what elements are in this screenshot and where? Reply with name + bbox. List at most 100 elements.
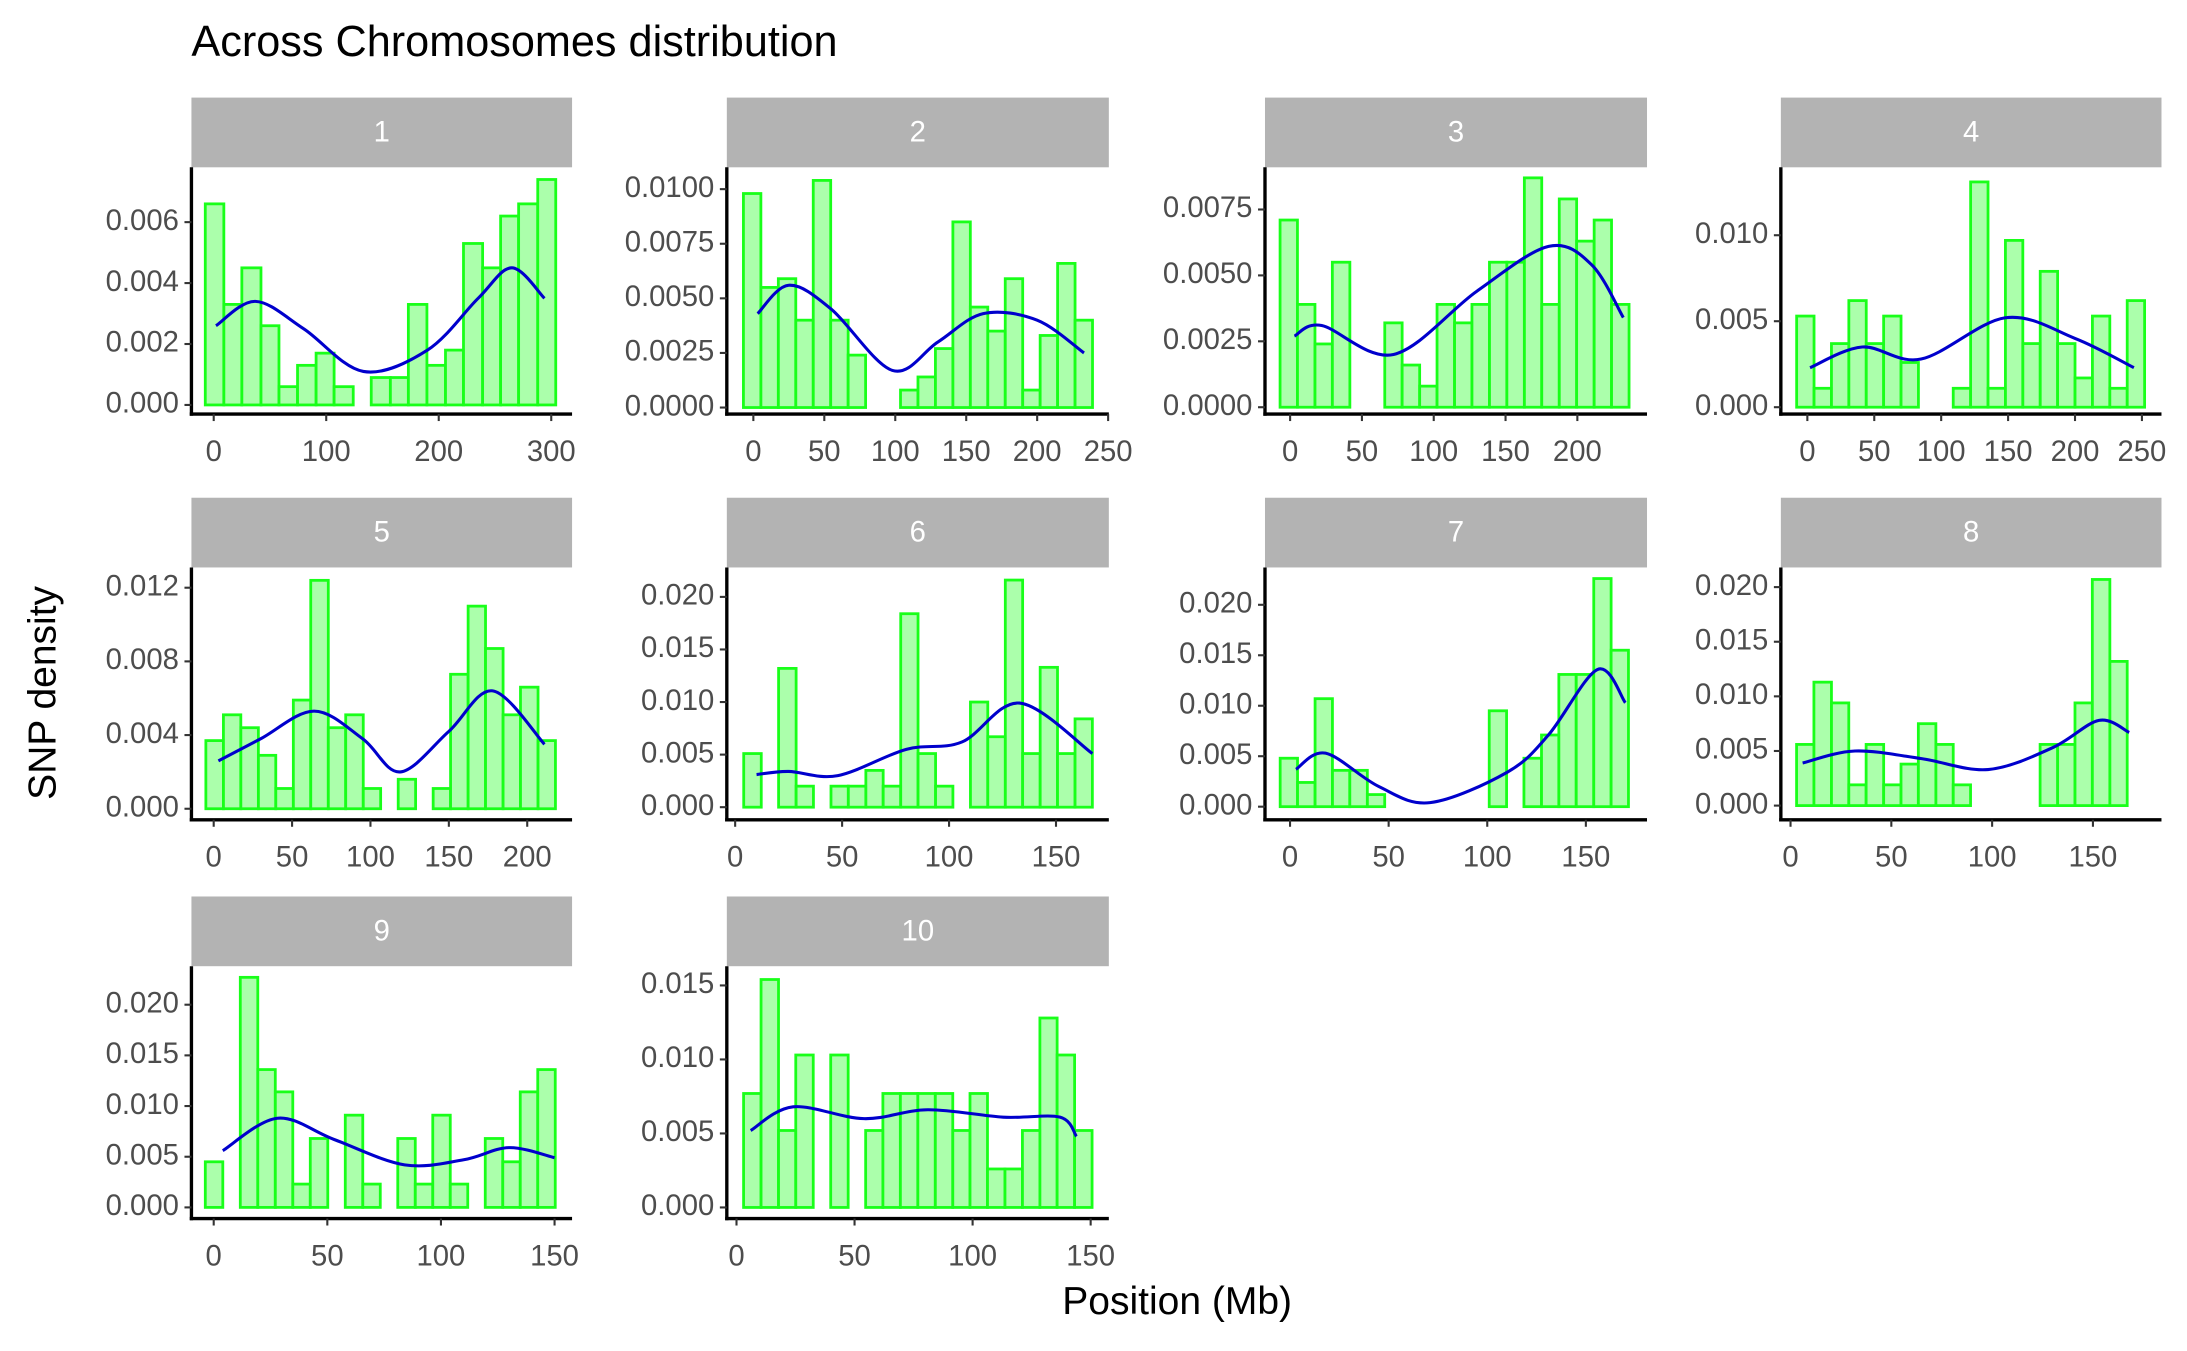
x-tick-label: 250 xyxy=(2118,436,2167,468)
bar xyxy=(222,303,244,407)
bar xyxy=(1488,260,1509,409)
bar xyxy=(344,713,365,811)
bar xyxy=(1899,762,1920,807)
bar xyxy=(1574,673,1596,809)
chart-title: Across Chromosomes distribution xyxy=(191,18,837,66)
strip xyxy=(726,896,1109,967)
x-tick-label: 200 xyxy=(2051,436,2100,468)
y-tick-label: 0.015 xyxy=(1179,638,1252,670)
x-tick-label: 100 xyxy=(1968,842,2017,874)
bar xyxy=(1795,743,1816,807)
bar xyxy=(1278,218,1299,409)
x-tick-label: 0 xyxy=(206,842,222,874)
y-tick-label: 0.0025 xyxy=(625,336,715,368)
bar xyxy=(1882,783,1903,807)
bar xyxy=(326,726,348,811)
bar xyxy=(519,685,540,811)
bar xyxy=(1348,768,1369,809)
y-tick-label: 0.010 xyxy=(1695,679,1768,711)
bar xyxy=(986,329,1007,409)
panel: 7 0.000 0.005 0.010 0.015 0.020 0 50 100 150 xyxy=(1179,497,1648,874)
y-tick-label: 0.0075 xyxy=(625,226,715,258)
bar xyxy=(2021,342,2042,409)
x-tick-label: 150 xyxy=(942,436,991,468)
bar xyxy=(203,1160,225,1209)
bar xyxy=(1812,386,1833,409)
bar xyxy=(934,347,955,409)
bar xyxy=(1969,180,1990,409)
bar xyxy=(2056,342,2077,409)
bar xyxy=(1522,176,1544,409)
bar xyxy=(794,784,815,809)
x-tick-label: 250 xyxy=(1084,436,1133,468)
y-tick-label: 0.010 xyxy=(641,1042,714,1074)
panel: 2 0.0000 0.0025 0.0050 0.0075 0.0100 0 50 100 150… xyxy=(625,97,1133,468)
bar xyxy=(1003,277,1025,409)
bar xyxy=(1505,260,1526,409)
bar xyxy=(517,202,540,407)
bar xyxy=(1038,665,1059,809)
bar xyxy=(968,305,990,409)
panel: 6 0.000 0.005 0.010 0.015 0.020 0 50 100 150 xyxy=(641,497,1109,874)
x-tick-label: 100 xyxy=(1463,842,1512,874)
bar xyxy=(536,1068,557,1209)
panel: 8 0.000 0.005 0.010 0.015 0.020 0 50 100 150 xyxy=(1695,497,2162,874)
x-tick-label: 100 xyxy=(871,436,920,468)
x-tick-label: 50 xyxy=(311,1240,344,1272)
x-tick-label: 0 xyxy=(727,842,743,874)
x-tick-label: 50 xyxy=(1858,436,1891,468)
bar xyxy=(1003,1167,1024,1209)
x-tick-label: 300 xyxy=(527,436,576,468)
x-tick-label: 100 xyxy=(925,842,974,874)
bar xyxy=(238,975,260,1209)
x-tick-label: 0 xyxy=(206,436,222,468)
bar xyxy=(425,363,447,407)
y-tick-label: 0.004 xyxy=(106,718,179,750)
bar xyxy=(256,1068,277,1209)
bar xyxy=(2090,578,2112,807)
density-line xyxy=(1295,667,1627,805)
y-tick-label: 0.010 xyxy=(1179,688,1252,720)
bar xyxy=(240,266,263,407)
y-tick-label: 0.0000 xyxy=(625,390,715,422)
bar xyxy=(1296,781,1317,809)
strip-label: 5 xyxy=(374,517,390,549)
bar xyxy=(277,385,299,407)
bar xyxy=(204,739,225,811)
x-tick-label: 50 xyxy=(1346,436,1379,468)
bar xyxy=(1592,577,1613,809)
strip-label: 8 xyxy=(1963,517,1979,549)
x-tick-label: 50 xyxy=(826,842,859,874)
bar xyxy=(1278,756,1299,809)
strip xyxy=(191,497,573,568)
x-tick-label: 200 xyxy=(1013,436,1062,468)
y-tick-label: 0.0050 xyxy=(625,281,715,313)
y-tick-label: 0.005 xyxy=(1695,304,1768,336)
bar xyxy=(259,324,281,407)
bar xyxy=(916,375,937,409)
x-tick-label: 150 xyxy=(1066,1240,1115,1272)
y-tick-label: 0.000 xyxy=(106,791,179,823)
strip xyxy=(191,896,573,967)
y-tick-label: 0.000 xyxy=(1695,788,1768,820)
y-tick-label: 0.0025 xyxy=(1163,324,1253,356)
bar xyxy=(222,713,243,811)
bar xyxy=(864,768,885,809)
y-tick-label: 0.015 xyxy=(106,1038,179,1070)
x-tick-label: 150 xyxy=(1481,436,1530,468)
bar xyxy=(794,318,815,409)
bar xyxy=(951,220,972,409)
y-tick-label: 0.010 xyxy=(641,685,714,717)
bar xyxy=(776,277,798,409)
bar xyxy=(1021,388,1042,409)
bar xyxy=(1055,1053,1076,1209)
bar xyxy=(1522,756,1543,809)
y-tick-label: 0.000 xyxy=(106,1190,179,1222)
bar xyxy=(2108,660,2129,807)
y-tick-label: 0.015 xyxy=(1695,624,1768,656)
bar xyxy=(899,388,920,409)
strip-label: 2 xyxy=(910,117,926,149)
x-tick-label: 100 xyxy=(948,1240,997,1272)
bar xyxy=(1795,314,1816,409)
